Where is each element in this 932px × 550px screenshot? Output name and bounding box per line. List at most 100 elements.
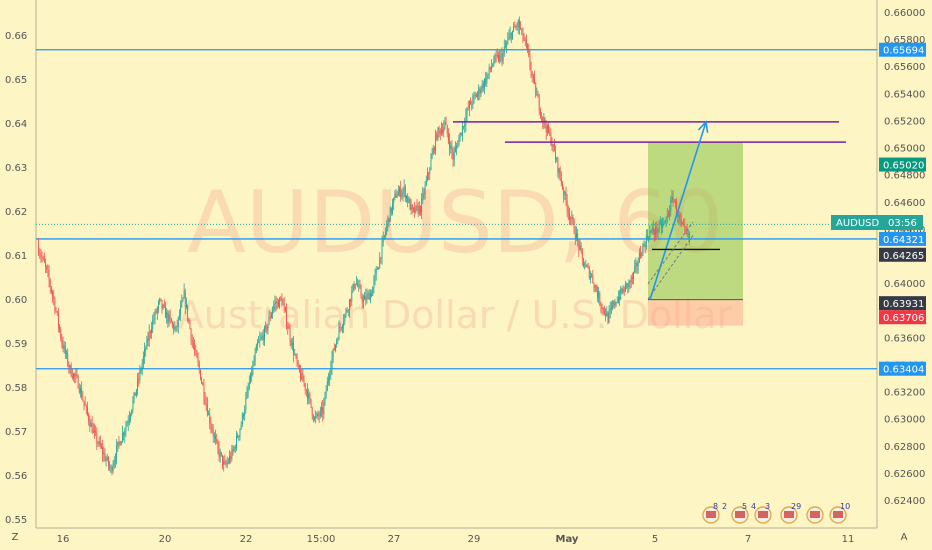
candle-body xyxy=(223,460,225,465)
candle-body xyxy=(636,262,638,267)
right-axis-tick[interactable]: 0.65000 xyxy=(884,144,925,155)
candle-body xyxy=(293,342,295,355)
candle-body xyxy=(513,26,515,31)
right-axis-tick[interactable]: 0.62800 xyxy=(884,442,925,453)
right-axis-tick[interactable]: 0.65600 xyxy=(884,62,925,73)
candle-body xyxy=(130,414,132,419)
candle-body xyxy=(295,354,297,357)
candle-body xyxy=(177,317,179,327)
event-count: 2 xyxy=(722,502,727,511)
right-axis-tick[interactable]: 0.65800 xyxy=(884,35,925,46)
time-axis-tick[interactable]: May xyxy=(556,534,579,545)
candle-body xyxy=(368,293,370,301)
candle-body xyxy=(138,378,140,380)
candle-body xyxy=(382,237,384,243)
candle-body xyxy=(688,233,690,240)
candle-body xyxy=(217,441,219,448)
candle-body xyxy=(317,413,319,416)
candle-body xyxy=(61,338,63,344)
time-axis-tick[interactable]: 22 xyxy=(240,534,253,545)
time-axis-tick[interactable]: 27 xyxy=(388,534,401,545)
right-axis-tick[interactable]: 0.66000 xyxy=(884,8,925,19)
right-axis-tick[interactable]: 0.62400 xyxy=(884,496,925,507)
flag-stripe-icon xyxy=(810,511,820,518)
stop-zone[interactable] xyxy=(648,299,743,326)
candle-body xyxy=(558,168,560,173)
toolbar-left-label[interactable]: Z xyxy=(12,532,19,543)
candle-body xyxy=(255,345,257,353)
time-axis-tick[interactable]: 11 xyxy=(842,534,855,545)
candle-body xyxy=(257,342,258,346)
candle-body xyxy=(527,44,529,50)
right-axis-tick[interactable]: 0.64600 xyxy=(884,198,925,209)
candle-body xyxy=(153,319,155,321)
candle-body xyxy=(579,245,581,250)
candle-body xyxy=(594,285,596,288)
candle-body xyxy=(288,328,290,330)
left-axis-tick: 0.61 xyxy=(5,251,27,262)
candle-body xyxy=(670,199,672,212)
candle-body xyxy=(331,357,333,368)
time-axis[interactable]: 16 20 22 15:00 27 29 May 5 7 11 xyxy=(57,534,855,545)
candle-body xyxy=(453,151,455,160)
candle-body xyxy=(627,283,629,288)
right-axis-tick[interactable]: 0.62600 xyxy=(884,469,925,480)
time-axis-tick[interactable]: 29 xyxy=(468,534,481,545)
candle-body xyxy=(614,301,616,305)
candle-body xyxy=(413,207,414,209)
candle-body xyxy=(553,144,555,152)
candle-body xyxy=(84,403,86,406)
candle-body xyxy=(640,253,641,257)
candle-body xyxy=(620,288,622,299)
projection-arrow-line[interactable] xyxy=(649,121,707,300)
time-axis-tick[interactable]: 7 xyxy=(745,534,751,545)
candle-body xyxy=(564,191,566,196)
candle-body xyxy=(98,440,100,444)
candle-body xyxy=(287,325,289,329)
candle-body xyxy=(154,311,156,320)
time-axis-tick[interactable]: 20 xyxy=(159,534,172,545)
right-axis-tick[interactable]: 0.63600 xyxy=(884,333,925,344)
right-axis-tick[interactable]: 0.64800 xyxy=(884,171,925,182)
price-tag-label: 0.65694 xyxy=(883,46,924,57)
right-axis-tick[interactable]: 0.63200 xyxy=(884,388,925,399)
candle-body xyxy=(444,122,446,128)
left-axis-tick: 0.60 xyxy=(5,295,27,306)
time-axis-tick[interactable]: 5 xyxy=(652,534,658,545)
candle-body xyxy=(449,140,451,149)
candle-body xyxy=(615,302,617,305)
right-axis-tick[interactable]: 0.64000 xyxy=(884,279,925,290)
right-axis-tick[interactable]: 0.65200 xyxy=(884,116,925,127)
candle-body xyxy=(613,301,615,307)
candle-body xyxy=(90,422,92,427)
candle-body xyxy=(411,204,413,209)
candle-body xyxy=(266,326,268,331)
candle-body xyxy=(443,127,445,133)
candle-body xyxy=(392,203,393,213)
candle-body xyxy=(69,365,71,368)
candle-body xyxy=(556,158,558,160)
candle-body xyxy=(406,196,407,199)
candle-body xyxy=(113,461,115,466)
candle-body xyxy=(506,43,508,47)
candle-body xyxy=(652,227,654,233)
time-axis-tick[interactable]: 15:00 xyxy=(307,534,336,545)
toolbar-right-label[interactable]: A xyxy=(901,532,908,543)
right-axis-tick[interactable]: 0.65400 xyxy=(884,89,925,100)
candle-body xyxy=(537,94,539,98)
candle-body xyxy=(678,214,680,218)
candle-body xyxy=(446,125,448,134)
time-axis-tick[interactable]: 16 xyxy=(57,534,70,545)
candle-body xyxy=(610,306,612,309)
candle-body xyxy=(264,327,265,341)
right-axis-tick[interactable]: 0.63000 xyxy=(884,415,925,426)
left-axis-tick: 0.57 xyxy=(5,427,27,438)
candle-body xyxy=(103,453,105,455)
candle-body xyxy=(80,388,81,393)
right-axis-tick[interactable]: 0.64400 xyxy=(884,225,925,236)
candle-body xyxy=(48,272,50,281)
event-badges[interactable]: 8 2 5 4 3 29 10 xyxy=(702,502,850,524)
candle-body xyxy=(141,363,143,371)
candle-body xyxy=(282,304,284,306)
